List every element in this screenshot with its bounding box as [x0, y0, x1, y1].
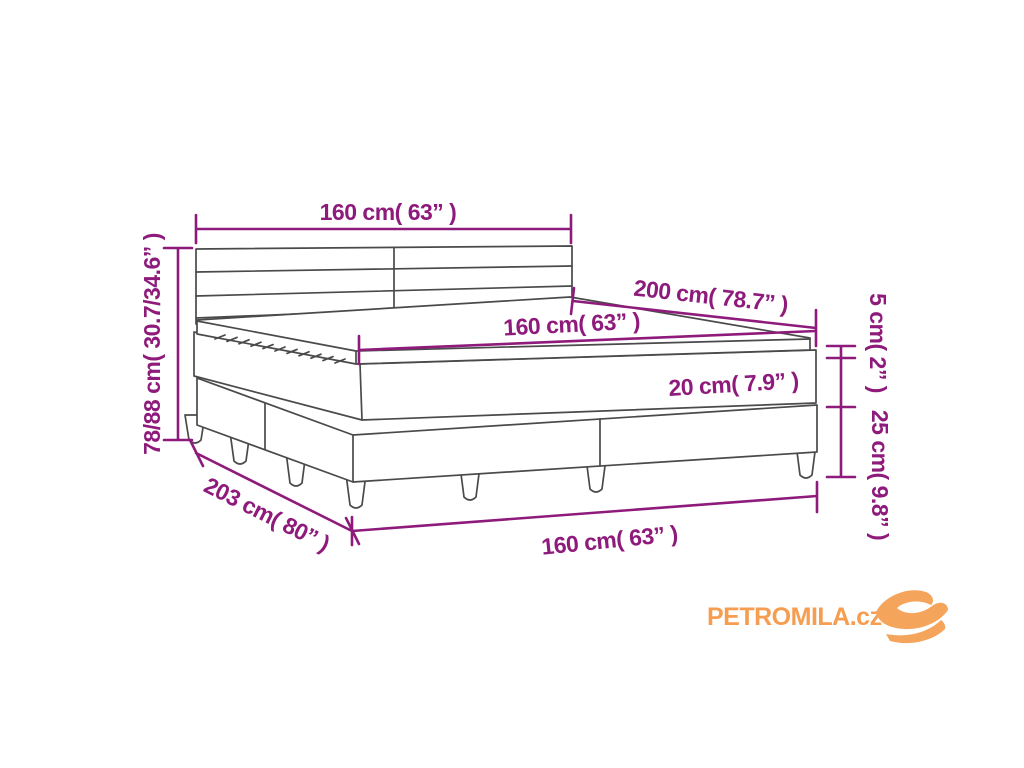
- bed-drawing: [184, 245, 818, 509]
- dim-overall-height-line: [162, 246, 194, 442]
- mattress-corner-edge: [359, 363, 363, 421]
- label-overall-height: 78/88 cm( 30.7/34.6” ): [139, 233, 165, 455]
- label-base-height: 25 cm( 9.8” ): [867, 410, 893, 540]
- topper-top-front-edge: [196, 320, 811, 365]
- bed-leg: [345, 473, 367, 509]
- label-headboard-width: 160 cm( 63” ): [320, 199, 457, 225]
- label-topper-thickness: 5 cm( 2” ): [865, 293, 891, 393]
- mattress-seam-hatching: [214, 334, 346, 364]
- topper-outline: [196, 296, 811, 365]
- dim-mattress-length-line: [569, 286, 818, 348]
- dim-mattress-width-line: [357, 329, 818, 366]
- base-panel-dividers: [264, 402, 601, 467]
- dim-right-height-stack-line: [825, 344, 857, 479]
- brand-watermark: PETROMILA.cz: [707, 590, 948, 644]
- label-overall-length: 203 cm( 80” ): [200, 472, 334, 557]
- label-base-width: 160 cm( 63” ): [540, 520, 679, 559]
- logo-swoosh-icon: [876, 590, 948, 644]
- dim-base-width-line: [350, 480, 819, 547]
- dim-headboard-width-line: [194, 213, 573, 245]
- brand-name-text: PETROMILA.cz: [707, 603, 882, 631]
- dimension-lines: [162, 213, 857, 547]
